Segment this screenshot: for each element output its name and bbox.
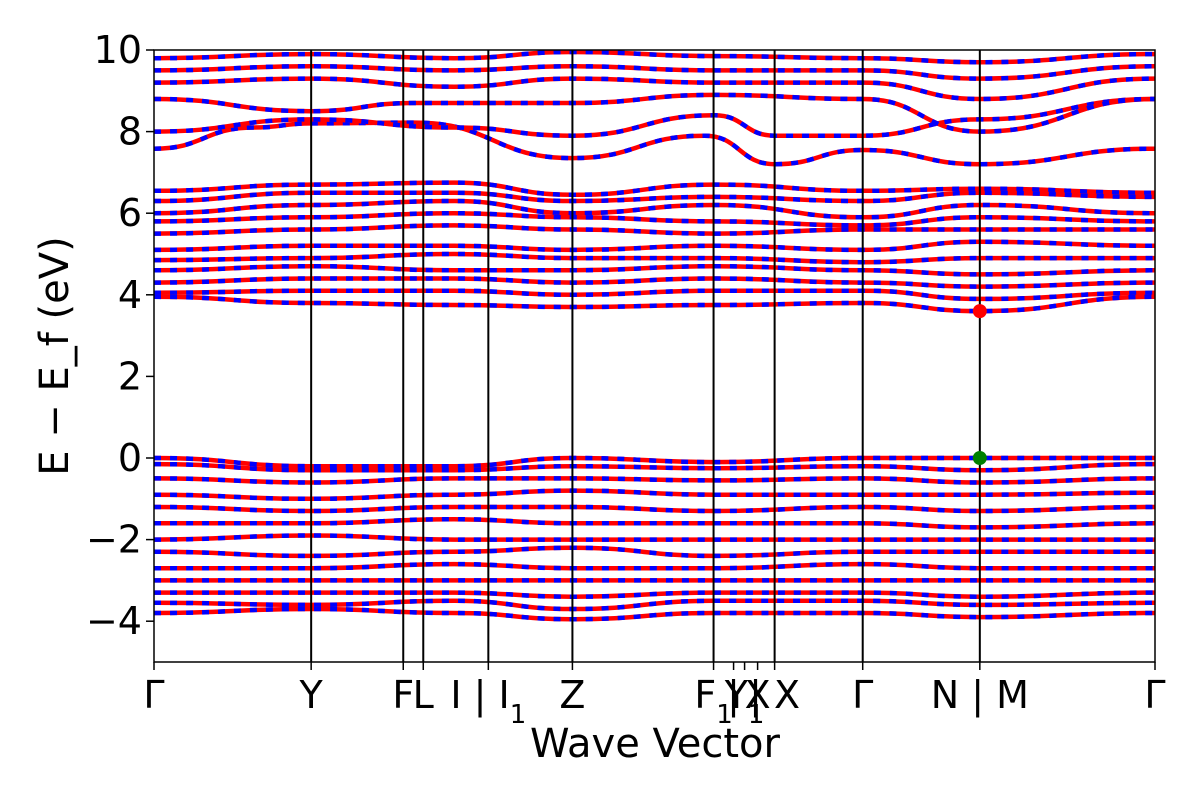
band-spin-up-12 bbox=[154, 251, 1155, 265]
y-axis-label: E − E_f (eV) bbox=[32, 236, 78, 475]
band-spin-down-27 bbox=[154, 590, 1155, 599]
band-spin-down-10 bbox=[154, 223, 1155, 236]
bands-group bbox=[154, 50, 1155, 622]
x-tick-label-1: Y bbox=[299, 673, 324, 717]
x-tick-label-4: I | I1 bbox=[450, 673, 526, 730]
y-tick-label: 8 bbox=[118, 110, 142, 154]
y-tick-label: 6 bbox=[118, 191, 142, 235]
y-ticks: −4 −2 0 2 4 6 8 10 bbox=[86, 28, 154, 643]
band-spin-down-21 bbox=[154, 504, 1155, 514]
y-tick-label: 0 bbox=[118, 436, 142, 480]
x-tick-label-11: Γ bbox=[852, 673, 873, 717]
y-tick-label: 2 bbox=[118, 354, 142, 398]
x-tick-label-7: | bbox=[727, 673, 740, 718]
band-spin-down-28 bbox=[154, 598, 1155, 612]
extrema-markers bbox=[972, 304, 987, 465]
x-tick-label-2: F bbox=[392, 673, 414, 717]
band-spin-down-1 bbox=[154, 96, 1155, 138]
band-spin-down-18 bbox=[154, 461, 1155, 473]
band-spin-down-19 bbox=[154, 476, 1155, 485]
band-spin-up-25 bbox=[154, 561, 1155, 571]
band-spin-down-9 bbox=[154, 210, 1155, 228]
band-spin-up-22 bbox=[154, 516, 1155, 530]
cbm-marker bbox=[972, 304, 987, 319]
y-tick-label: 4 bbox=[118, 273, 142, 317]
band-spin-up-6 bbox=[154, 180, 1155, 198]
x-tick-label-0: Γ bbox=[143, 673, 164, 717]
band-spin-down-8 bbox=[154, 198, 1155, 220]
x-tick-label-9: X bbox=[745, 673, 771, 717]
band-spin-down-25 bbox=[154, 561, 1155, 571]
y-tick-label: −4 bbox=[86, 599, 142, 643]
y-tick-label: 10 bbox=[94, 28, 142, 72]
band-spin-down-0 bbox=[154, 120, 1155, 167]
x-axis-label: Wave Vector bbox=[530, 721, 781, 767]
x-tick-label-5: Z bbox=[559, 673, 585, 717]
band-spin-down-12 bbox=[154, 251, 1155, 265]
band-spin-up-20 bbox=[154, 488, 1155, 502]
x-tick-label-12: N | M bbox=[931, 673, 1029, 718]
band-spin-down-13 bbox=[154, 263, 1155, 277]
kpoint-lines bbox=[310, 50, 981, 662]
plot-frame bbox=[153, 49, 1156, 663]
vbm-marker bbox=[972, 451, 987, 465]
x-tick-label-13: Γ bbox=[1144, 673, 1165, 717]
band-spin-down-15 bbox=[154, 288, 1155, 302]
band-spin-down-11 bbox=[154, 239, 1155, 253]
band-spin-down-3 bbox=[154, 76, 1155, 102]
x-tick-label-3: L bbox=[413, 673, 434, 717]
band-spin-down-23 bbox=[154, 533, 1155, 542]
band-spin-down-17 bbox=[154, 455, 1155, 469]
band-spin-down-5 bbox=[154, 50, 1155, 65]
band-spin-down-16 bbox=[154, 294, 1155, 314]
y-tick-label: −2 bbox=[86, 518, 142, 562]
band-spin-down-20 bbox=[154, 488, 1155, 502]
band-spin-down-14 bbox=[154, 276, 1155, 289]
band-spin-down-22 bbox=[154, 516, 1155, 530]
band-spin-down-4 bbox=[154, 64, 1155, 81]
x-tick-label-10: | X bbox=[749, 673, 800, 718]
band-spin-up-10 bbox=[154, 223, 1155, 236]
band-spin-down-7 bbox=[154, 190, 1155, 204]
band-spin-down-24 bbox=[154, 545, 1155, 559]
band-spin-up-24 bbox=[154, 545, 1155, 559]
band-spin-down-29 bbox=[154, 606, 1155, 622]
